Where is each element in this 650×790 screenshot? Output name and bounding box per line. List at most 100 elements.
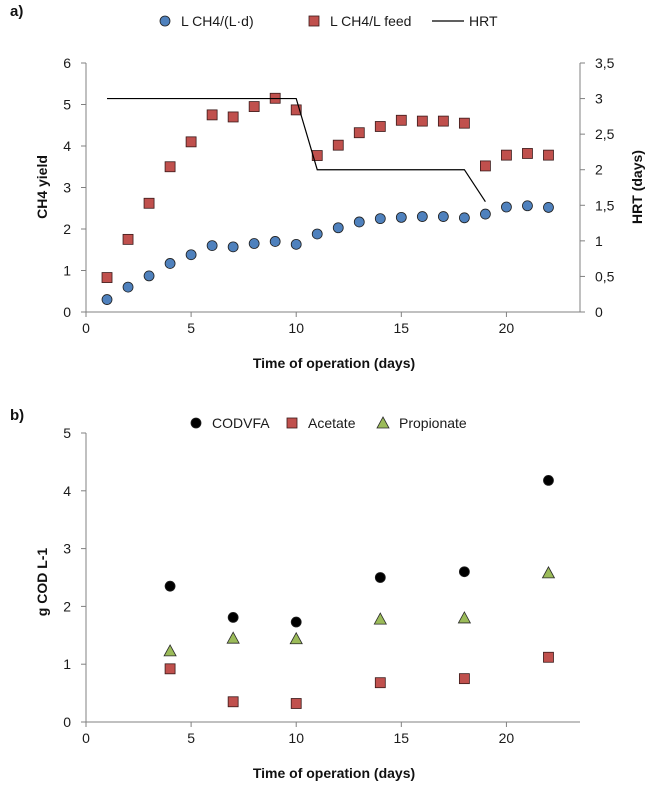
panel-a-xlabel: Time of operation (days) (253, 355, 415, 371)
panel-b-series-2-point (226, 631, 240, 644)
panel-b-series-0-point (227, 611, 239, 623)
panel-a-series-1-point (185, 136, 197, 148)
panel-a-y2-tick-label: 3 (595, 91, 603, 107)
panel-b-x-tick-label: 10 (288, 730, 304, 746)
panel-a-series-0-point (353, 216, 365, 228)
panel-a-series-1-point (374, 121, 386, 132)
panel-b-series-1-point (227, 696, 239, 708)
panel-a-x-tick-label: 10 (288, 320, 304, 336)
panel-b-series-0-point (164, 580, 176, 592)
panel-a-series-0-point (374, 213, 386, 225)
panel-b-legend-swatch-1 (286, 417, 298, 429)
panel-b-series-2-point (541, 566, 556, 579)
panel-a-series-0-point (395, 211, 407, 223)
panel-b-legend-label-1: Acetate (308, 415, 356, 431)
panel-a-y-tick-label: 5 (63, 97, 71, 113)
panel-b-legend-label-0: CODVFA (212, 415, 270, 431)
panel-a-series-0-point (290, 238, 302, 250)
panel-a-y-tick-label: 6 (63, 55, 71, 71)
panel-a-legend-swatch-1 (308, 15, 320, 27)
panel-a-series-1-point (416, 115, 428, 127)
panel-b-y-tick-label: 1 (63, 656, 71, 672)
panel-a-series-1-point (248, 101, 260, 112)
panel-a-series-1-point (206, 109, 218, 121)
panel-b-series-2-point (457, 611, 472, 624)
panel-b-legend-swatch-0 (190, 417, 202, 429)
panel-b-x-tick-label: 20 (499, 730, 515, 746)
panel-b-x-tick-label: 15 (394, 730, 410, 746)
panel-a-y2-tick-label: 2,5 (595, 126, 615, 142)
panel-b-x-tick-label: 0 (82, 730, 90, 746)
panel-a-ylabel-right: HRT (days) (629, 150, 645, 224)
panel-b-series-2-point (373, 612, 387, 625)
panel-a-series-1-point (143, 197, 155, 209)
panel-b-series-1-point (290, 698, 302, 709)
panel-b-x-tick-label: 5 (187, 730, 195, 746)
panel-b-legend-swatch-2 (376, 416, 390, 429)
panel-a-series-0-point (416, 211, 428, 222)
panel-a-series-1-point (522, 148, 533, 159)
panel-b-series-0-point (290, 616, 302, 628)
panel-a-series-1-point (164, 161, 176, 173)
panel-a-series-0-point (522, 200, 533, 212)
panel-b-ylabel: g COD L-1 (34, 548, 50, 617)
panel-a-series-0-point (101, 294, 113, 305)
panel-a-series-0-point (122, 281, 134, 293)
panel-a-series-1-point (480, 160, 491, 172)
panel-a-series-0-point (227, 241, 239, 253)
panel-a-x-tick-label: 0 (82, 320, 90, 336)
panel-a-series-2-line (107, 97, 486, 203)
panel-a-series-1-point (501, 149, 512, 161)
panel-b-y-tick-label: 3 (63, 541, 71, 557)
panel-a-series-0-point (269, 236, 281, 247)
panel-a-series-1-point (227, 111, 239, 123)
panel-a-series-1-point (311, 150, 323, 161)
panel-b-series-1-point (164, 663, 176, 675)
panel-a-series-0-point (206, 240, 218, 252)
panel-a-series-1-point (332, 139, 344, 151)
panel-b-y-tick-label: 2 (63, 598, 71, 614)
panel-b-label: b) (10, 407, 24, 424)
panel-a-y2-tick-label: 2 (595, 162, 603, 178)
panel-a-y2-tick-label: 0 (595, 304, 603, 320)
panel-a-label: a) (10, 3, 23, 20)
panel-a-series-0-point (248, 238, 260, 249)
panel-a-legend-label-0: L CH4/(L·d) (181, 13, 254, 29)
panel-a-x-tick-label: 20 (499, 320, 515, 336)
panel-b-y-tick-label: 5 (63, 425, 71, 441)
panel-a-series-0-point (332, 222, 344, 234)
panel-a-series-1-point (101, 272, 113, 283)
panel-a-y2-tick-label: 1 (595, 233, 603, 249)
panel-a-series-1-point (458, 117, 470, 129)
panel-a-y-tick-label: 4 (63, 138, 71, 154)
panel-a-series-0-point (143, 270, 155, 282)
panel-a-series-1-point (437, 115, 449, 127)
panel-a-x-tick-label: 15 (394, 320, 410, 336)
panel-a-legend-label-2: HRT (469, 13, 498, 29)
panel-a-series-1-point (353, 127, 365, 139)
panel-b-series-1-point (543, 651, 554, 663)
panel-a-series-0-point (480, 208, 491, 220)
panel-b-series-0-point (458, 566, 470, 578)
panel-a-series-1-point (395, 114, 407, 126)
panel-a-series-0-point (501, 201, 512, 213)
panel-a-series-0-point (543, 202, 554, 213)
panel-a-y2-tick-label: 0,5 (595, 268, 615, 284)
panel-b-series-2-point (289, 631, 303, 645)
panel-a-series-0-point (164, 258, 176, 269)
panel-a-y-tick-label: 0 (63, 304, 71, 320)
panel-a-y2-tick-label: 1,5 (595, 197, 615, 213)
panel-a-legend-swatch-0 (159, 15, 171, 27)
panel-a-y-tick-label: 1 (63, 263, 71, 279)
panel-a-series-0-point (185, 249, 197, 261)
panel-b-series-1-point (374, 677, 386, 689)
panel-a-x-tick-label: 5 (187, 320, 195, 336)
panel-a-series-0-point (437, 211, 449, 222)
panel-a-series-1-point (543, 149, 554, 161)
panel-b-y-tick-label: 0 (63, 714, 71, 730)
panel-b-series-0-point (543, 474, 554, 486)
panel-b-legend-label-2: Propionate (399, 415, 467, 431)
panel-a-y-tick-label: 2 (63, 221, 71, 237)
